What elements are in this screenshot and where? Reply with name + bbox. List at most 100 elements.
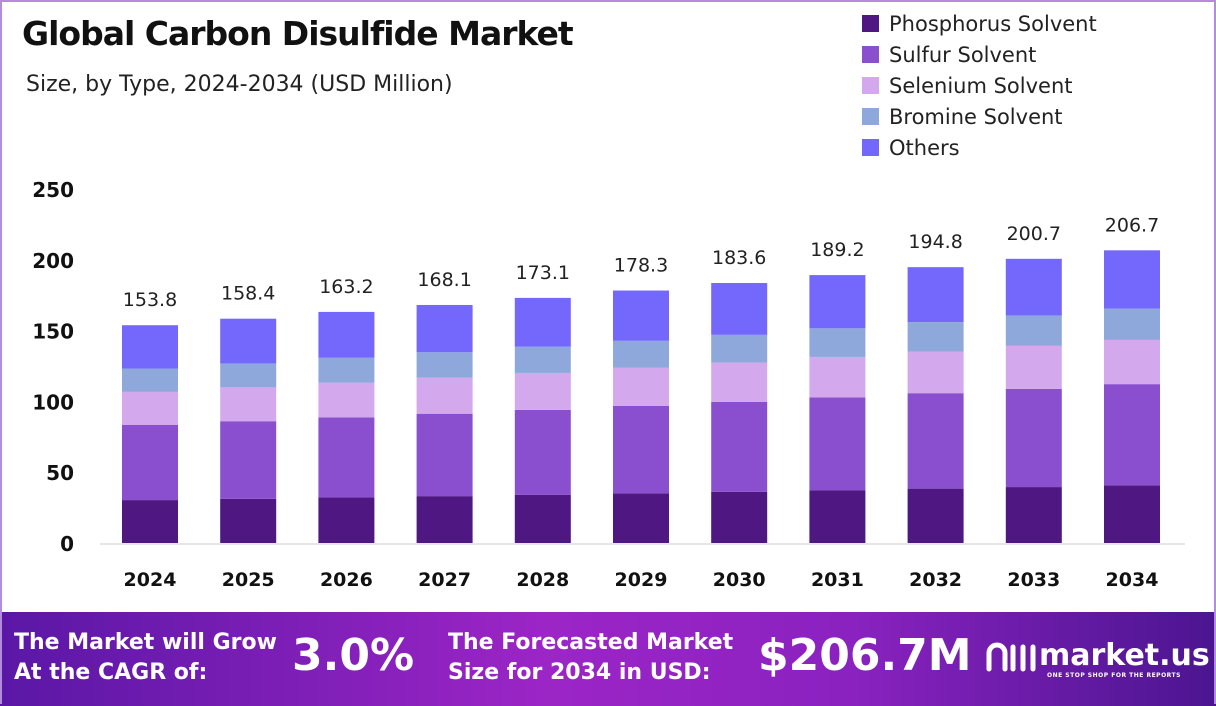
bar-segment-bromine-solvent: [514, 346, 571, 373]
x-tick-label: 2029: [615, 569, 668, 591]
total-data-label: 200.7: [1007, 223, 1061, 245]
total-data-label: 168.1: [417, 269, 471, 291]
bar-segment-phosphorus-solvent: [711, 491, 768, 543]
bar-segment-sulfur-solvent: [809, 397, 866, 491]
total-data-label: 158.4: [221, 283, 275, 305]
legend-swatch: [862, 46, 879, 63]
chart-subtitle: Size, by Type, 2024-2034 (USD Million): [26, 72, 453, 97]
x-tick-label: 2027: [418, 569, 471, 591]
legend: Phosphorus Solvent Sulfur Solvent Selenium…: [862, 8, 1097, 163]
y-tick-label: 0: [60, 532, 74, 556]
bar-segment-sulfur-solvent: [416, 413, 473, 497]
bar-segment-sulfur-solvent: [318, 417, 375, 498]
cagr-label-line2: At the CAGR of:: [14, 660, 208, 685]
bar-segment-bromine-solvent: [1005, 315, 1062, 346]
brand-tagline: ONE STOP SHOP FOR THE REPORTS: [1047, 672, 1181, 679]
legend-label: Phosphorus Solvent: [889, 11, 1097, 36]
bar-segment-bromine-solvent: [1104, 308, 1160, 340]
total-data-label: 206.7: [1105, 214, 1159, 236]
bar-segment-selenium-solvent: [514, 372, 571, 410]
bar-segment-phosphorus-solvent: [318, 497, 375, 543]
y-tick-label: 200: [32, 249, 74, 273]
bar-segment-sulfur-solvent: [122, 424, 178, 501]
market-us-logo-icon: [986, 642, 1036, 671]
total-data-label: 163.2: [319, 276, 373, 298]
x-tick-label: 2034: [1106, 569, 1159, 591]
x-tick-label: 2032: [909, 569, 962, 591]
bar-segment-phosphorus-solvent: [416, 496, 473, 543]
bar-segment-bromine-solvent: [220, 363, 277, 388]
bar-segment-bromine-solvent: [416, 352, 473, 378]
y-tick-label: 250: [32, 178, 74, 202]
bar-segment-bromine-solvent: [809, 328, 866, 357]
bar-segment-sulfur-solvent: [711, 401, 768, 492]
bar-segment-others: [1005, 258, 1062, 316]
bar-segment-sulfur-solvent: [220, 421, 277, 499]
bar-segment-sulfur-solvent: [1005, 388, 1062, 488]
legend-label: Selenium Solvent: [889, 73, 1073, 98]
bar-segment-selenium-solvent: [220, 387, 277, 422]
legend-swatch: [862, 139, 879, 156]
bar-segment-selenium-solvent: [1005, 345, 1062, 389]
legend-item: Selenium Solvent: [862, 70, 1097, 101]
footer-banner: The Market will Grow At the CAGR of: 3.0…: [0, 612, 1216, 706]
cagr-value: 3.0%: [292, 630, 415, 681]
total-data-label: 153.8: [123, 289, 177, 311]
bar-segment-phosphorus-solvent: [514, 494, 571, 543]
bar-segment-others: [907, 267, 964, 323]
x-tick-label: 2030: [713, 569, 766, 591]
bar-segment-others: [514, 297, 571, 347]
market-us-logo: market.us: [985, 638, 1210, 673]
legend-swatch: [862, 108, 879, 125]
total-data-label: 194.8: [908, 231, 962, 253]
bar-segment-selenium-solvent: [416, 377, 473, 414]
bar-segment-others: [613, 290, 669, 341]
legend-item: Sulfur Solvent: [862, 39, 1097, 70]
bar-segment-sulfur-solvent: [907, 393, 964, 489]
legend-swatch: [862, 15, 879, 32]
stacked-bar-chart: 0 50 100 150 200 250 153.8 2024 158.4 2025 163.2 20…: [32, 178, 1185, 591]
x-tick-label: 2028: [516, 569, 569, 591]
bar-segment-phosphorus-solvent: [809, 490, 866, 543]
forecast-value: $206.7M: [758, 630, 972, 681]
bar-segment-phosphorus-solvent: [907, 488, 964, 543]
x-tick-label: 2031: [811, 569, 864, 591]
legend-item: Phosphorus Solvent: [862, 8, 1097, 39]
x-tick-label: 2026: [320, 569, 373, 591]
bar-segment-bromine-solvent: [711, 334, 768, 363]
bar-segment-others: [809, 275, 866, 329]
legend-label: Sulfur Solvent: [889, 42, 1037, 67]
bar-segment-phosphorus-solvent: [122, 500, 178, 543]
forecast-label-line2: Size for 2034 in USD:: [448, 660, 711, 685]
legend-label: Bromine Solvent: [889, 104, 1063, 129]
bar-segment-selenium-solvent: [809, 356, 866, 398]
bar-segment-bromine-solvent: [122, 368, 178, 392]
bar-segment-others: [711, 283, 768, 335]
total-data-label: 189.2: [810, 239, 864, 261]
forecast-label-line1: The Forecasted Market: [448, 630, 734, 655]
bar-segment-others: [220, 318, 277, 364]
bar-segment-phosphorus-solvent: [613, 493, 669, 543]
y-tick-label: 150: [32, 320, 74, 344]
bar-segment-selenium-solvent: [1104, 339, 1160, 385]
y-tick-label: 100: [32, 390, 74, 414]
bar-segment-sulfur-solvent: [613, 405, 669, 494]
bar-segment-others: [1104, 250, 1160, 309]
bar-segment-selenium-solvent: [613, 367, 669, 406]
legend-label: Others: [889, 135, 960, 160]
legend-swatch: [862, 77, 879, 94]
bar-segment-sulfur-solvent: [514, 409, 571, 495]
total-data-label: 183.6: [712, 247, 766, 269]
bar-segment-phosphorus-solvent: [1005, 487, 1062, 543]
bar-segment-phosphorus-solvent: [220, 498, 277, 543]
x-tick-label: 2025: [222, 569, 275, 591]
bar-segment-others: [122, 325, 178, 369]
legend-item: Bromine Solvent: [862, 101, 1097, 132]
bar-segment-selenium-solvent: [907, 351, 964, 394]
y-tick-label: 50: [46, 461, 74, 485]
legend-item: Others: [862, 132, 1097, 163]
x-tick-label: 2024: [124, 569, 177, 591]
bar-segment-selenium-solvent: [711, 362, 768, 402]
bar-segment-selenium-solvent: [122, 391, 178, 425]
